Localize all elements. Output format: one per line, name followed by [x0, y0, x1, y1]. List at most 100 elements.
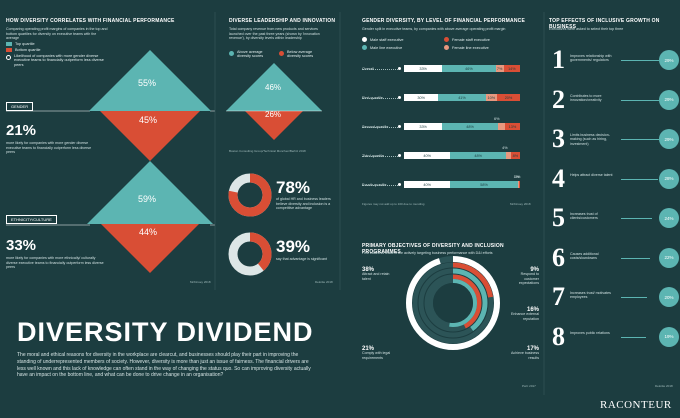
- objective-reputation: 16% Enhance external reputation: [511, 307, 539, 321]
- donut-39-arc: [228, 232, 272, 276]
- effect-row: 1 Improves relationship with governments/…: [549, 45, 679, 75]
- gender-top-value: 55%: [138, 78, 157, 88]
- legend-dot-teal: [362, 45, 367, 50]
- quartile-row-leader: [362, 126, 398, 128]
- quartile-bar-segment: 14%: [503, 65, 520, 72]
- effect-bar: [621, 178, 658, 180]
- panel3-title: GENDER DIVERSITY, BY LEVEL OF FINANCIAL …: [362, 18, 525, 24]
- legend-dot-teal: [229, 50, 234, 56]
- effect-rank: 1: [552, 45, 565, 74]
- gender-label: GENDER: [6, 102, 34, 111]
- objective-legal: 21% Comply with legal requirements: [362, 346, 391, 360]
- quartile-bar-segment: 48%: [442, 123, 498, 130]
- panel3-footnote: Figures may not add up to 100 due to rou…: [362, 202, 425, 206]
- gender-top-triangle: [89, 50, 211, 111]
- effect-rank: 8: [552, 321, 565, 351]
- quartile-row-leader: [362, 97, 398, 99]
- legend-swatch-teal: [6, 42, 12, 46]
- effect-bar: [621, 336, 646, 338]
- quartile-bar-segment: 48%: [450, 152, 507, 159]
- ethnicity-text: more likely for companies with more ethn…: [6, 256, 104, 270]
- effect-value: 29%: [659, 129, 679, 149]
- quartile-bar-segment: 46%: [442, 65, 496, 72]
- quartile-bar-segment: 13%: [504, 123, 520, 130]
- effect-label: Helps attract diverse talent: [570, 172, 613, 177]
- donut-78: [228, 173, 272, 217]
- gender-bottom-triangle: [100, 111, 200, 161]
- objective-ring-arc: [412, 262, 494, 344]
- panel4-title: PRIMARY OBJECTIVES OF DIVERSITY AND INCL…: [362, 243, 504, 255]
- effect-label: Limits business decision-making (such as…: [570, 133, 610, 146]
- effect-rank: 5: [552, 203, 565, 232]
- panel5-subtitle: Executives were asked to select their to…: [549, 27, 624, 31]
- panel1-subtitle: Comparing operating profit margins of co…: [6, 27, 108, 41]
- effect-row: 2 Contributes to more innovation/creativi…: [549, 85, 679, 115]
- quartile-bar-segment: 30%: [404, 94, 439, 101]
- quartile-bar-segment: 33%: [404, 65, 443, 72]
- quartile-bar-segment: [517, 181, 519, 188]
- quartile-bar-segment-label: 1%: [513, 175, 520, 179]
- objective-ring-arc: [424, 274, 482, 332]
- legend-male-line: Male line executive: [362, 45, 440, 50]
- quartile-bar-segment: 33%: [404, 123, 443, 130]
- objectives-donut: [406, 256, 500, 350]
- quartile-bar-segment-label: 1%: [514, 175, 521, 179]
- effect-row: 3 Limits business decision-making (such a…: [549, 124, 679, 154]
- stat-39-text: say that advantage is significant: [276, 257, 327, 261]
- quartile-row-leader: [362, 68, 398, 70]
- ethnicity-bottom-value: 44%: [139, 227, 158, 237]
- effect-label: Improves public relations: [570, 330, 610, 335]
- quartile-bar-segment: 58%: [450, 181, 518, 188]
- panel3-subtitle: Gender split in executive teams, by comp…: [362, 27, 506, 31]
- donut-78-arc: [228, 173, 272, 217]
- quartile-row-dot: [398, 96, 401, 99]
- effect-label: Improves relationship with governments/ …: [570, 54, 612, 63]
- effect-row: 4 Helps attract diverse talent 28%: [549, 163, 679, 194]
- legend-dot-white: [362, 37, 367, 42]
- objective-ring-arc: [418, 268, 488, 338]
- stat-78-text: of global HR and business leaders believ…: [276, 197, 331, 211]
- effect-row: 7 Increases trust/ motivates employees 20%: [549, 282, 679, 312]
- legend-female-line: Female line executive: [444, 45, 522, 50]
- gender-headline: 21%: [6, 122, 37, 139]
- panel3-legend: Male staff executive Female staff execut…: [362, 37, 522, 52]
- quartile-bar-segment: 10%: [485, 94, 498, 101]
- panel1-title: HOW DIVERSITY CORRELATES WITH FINANCIAL …: [6, 18, 175, 24]
- effect-label: Increases trust of clients/customers: [570, 212, 598, 221]
- innovation-below-value: 26%: [265, 110, 282, 119]
- legend-dot-red: [279, 50, 284, 56]
- effect-label: Increases trust/ motivates employees: [570, 291, 611, 300]
- panel4-source: PwC 2017: [522, 384, 536, 388]
- panel2-title: DIVERSE LEADERSHIP AND INNOVATION: [229, 18, 336, 24]
- legend-circle-icon: [6, 55, 11, 60]
- donut-39: [228, 232, 272, 276]
- quartile-row-dot: [398, 67, 401, 70]
- legend-male-staff: Male staff executive: [362, 37, 440, 42]
- panel5-title: TOP EFFECTS OF INCLUSIVE GROWTH ON BUSIN…: [549, 18, 660, 30]
- effect-value: 22%: [659, 247, 679, 268]
- quartile-bar-segment: 8%: [510, 152, 520, 159]
- quartile-bar-segment: [518, 181, 520, 188]
- quartile-row-dot: [398, 125, 401, 128]
- stat-39-value: 39%: [276, 237, 311, 256]
- effect-value: 28%: [659, 168, 679, 189]
- panel2-subtitle: Total company revenue from new products …: [229, 27, 320, 41]
- effect-bar: [621, 218, 653, 219]
- ethnicity-top-value: 59%: [138, 194, 157, 204]
- effect-rank: 4: [552, 163, 565, 193]
- objective-customer: 9% Respond to customer expectations: [518, 267, 539, 286]
- effect-bar: [621, 60, 659, 61]
- panel2-source: Boston Consulting Group/Technical Munche…: [229, 149, 306, 153]
- objective-ring-arc: [429, 279, 477, 327]
- main-title: DIVERSITY DIVIDEND: [17, 317, 314, 347]
- objective-talent: 38% Attract and retain talent: [362, 267, 390, 281]
- panel2-source2: Deloitte 2018: [315, 280, 333, 284]
- ethnicity-top-triangle: [87, 161, 213, 224]
- panel1-source: McKinsey 2018: [190, 280, 211, 284]
- ethnicity-headline: 33%: [6, 237, 37, 254]
- effect-value: 29%: [659, 50, 679, 70]
- objective-ring-arc: [406, 256, 500, 350]
- effect-value: 20%: [659, 287, 679, 307]
